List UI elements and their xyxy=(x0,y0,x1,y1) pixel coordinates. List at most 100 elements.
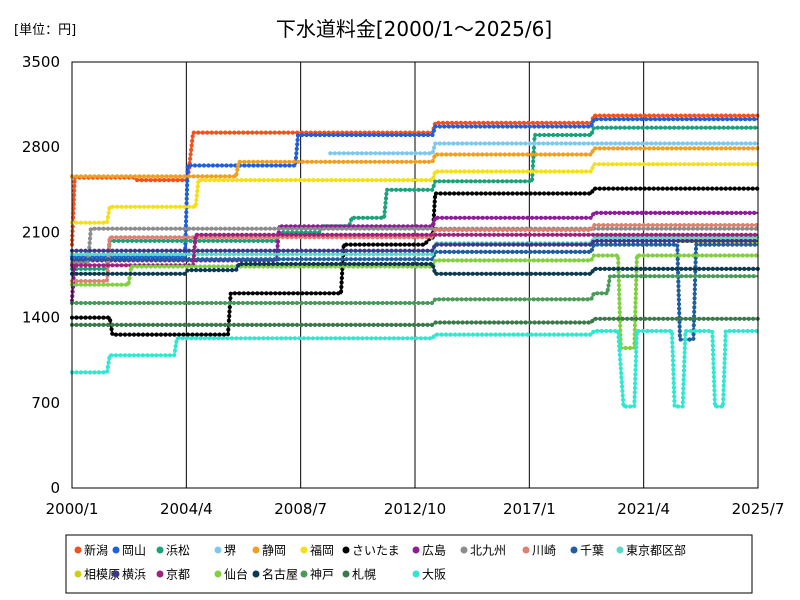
legend-swatch xyxy=(252,546,260,554)
series-大阪 xyxy=(69,328,761,409)
legend-label: 名古屋 xyxy=(262,567,298,582)
legend-swatch xyxy=(412,570,420,578)
y-tick-label: 1400 xyxy=(22,309,60,327)
x-tick-label: 2021/4 xyxy=(617,500,670,518)
legend-label: 東京都区部 xyxy=(626,543,686,558)
legend-label: 静岡 xyxy=(262,544,286,558)
legend-item: 札幌 xyxy=(342,567,376,582)
legend-item: 静岡 xyxy=(252,544,286,558)
legend-swatch xyxy=(74,546,82,554)
legend-label: 広島 xyxy=(422,543,446,558)
series-仙台 xyxy=(69,253,761,351)
series-markers xyxy=(69,186,761,337)
legend-item: 北九州 xyxy=(460,544,506,558)
legend-box xyxy=(65,534,753,594)
legend-swatch xyxy=(74,570,82,578)
chart-title: 下水道料金[2000/1～2025/6] xyxy=(276,17,552,41)
series-岡山 xyxy=(69,117,761,259)
legend-item: 東京都区部 xyxy=(616,543,686,558)
series-markers xyxy=(69,261,761,276)
legend-label: 堺 xyxy=(224,544,236,558)
series-markers xyxy=(69,238,761,253)
series-markers xyxy=(328,141,761,156)
legend-item: 新潟 xyxy=(74,543,108,558)
y-tick-label: 0 xyxy=(50,479,60,497)
series-markers xyxy=(69,242,761,342)
series-札幌 xyxy=(69,316,761,327)
x-tick-label: 2008/7 xyxy=(274,500,327,518)
legend-swatch xyxy=(214,570,222,578)
legend-swatch xyxy=(300,570,308,578)
legend-swatch xyxy=(300,546,308,554)
y-tick-label: 3500 xyxy=(22,53,60,71)
series-markers xyxy=(69,226,761,265)
legend-label: 千葉 xyxy=(580,544,604,558)
legend-swatch xyxy=(616,546,624,554)
series-markers xyxy=(69,253,761,351)
legend-item: 仙台 xyxy=(214,567,248,582)
y-axis-ticks: 0 700 1400 2100 2800 3500 xyxy=(22,53,60,497)
series-静岡 xyxy=(69,146,761,179)
x-tick-label: 2004/4 xyxy=(160,500,213,518)
series-福岡 xyxy=(69,162,761,225)
series-北九州 xyxy=(69,226,761,265)
legend-swatch xyxy=(112,546,120,554)
series-横浜 xyxy=(69,238,761,253)
legend-swatch xyxy=(112,570,120,578)
legend-item: 京都 xyxy=(156,568,190,582)
series-markers xyxy=(69,316,761,327)
series-浜松 xyxy=(69,125,761,271)
legend-swatch xyxy=(342,546,350,554)
series-layer xyxy=(69,113,761,409)
legend-swatch xyxy=(522,546,530,554)
legend-item: 岡山 xyxy=(112,544,146,558)
legend-swatch xyxy=(460,546,468,554)
x-tick-label: 2025/7 xyxy=(732,500,785,518)
legend-label: 新潟 xyxy=(84,543,108,558)
legend-label: 仙台 xyxy=(224,567,248,582)
series-markers xyxy=(69,210,761,303)
legend-swatch xyxy=(570,546,578,554)
series-markers xyxy=(69,117,761,259)
series-markers xyxy=(69,328,761,409)
legend-item: 浜松 xyxy=(156,544,190,558)
legend-label: 神戸 xyxy=(310,568,334,582)
legend-swatch xyxy=(156,570,164,578)
series-広島 xyxy=(69,210,761,303)
x-tick-label: 2017/1 xyxy=(503,500,556,518)
legend-swatch xyxy=(412,546,420,554)
x-tick-label: 2000/1 xyxy=(46,500,99,518)
legend-item: さいたま xyxy=(342,544,400,558)
series-千葉 xyxy=(69,242,761,342)
legend-item: 川崎 xyxy=(522,544,556,558)
series-堺 xyxy=(328,141,761,156)
legend-label: 相模原 xyxy=(84,568,120,582)
legend-label: 岡山 xyxy=(122,544,146,558)
legend-item: 大阪 xyxy=(412,568,446,582)
plot-frame xyxy=(71,61,759,489)
series-markers xyxy=(69,125,761,271)
legend-label: 横浜 xyxy=(122,568,146,582)
series-markers xyxy=(69,162,761,225)
legend-item: 名古屋 xyxy=(252,567,298,582)
legend-swatch xyxy=(342,570,350,578)
series-markers xyxy=(69,274,761,306)
legend-item: 千葉 xyxy=(570,544,604,558)
legend-label: 京都 xyxy=(166,568,190,582)
legend-label: 浜松 xyxy=(166,544,190,558)
legend-item: 堺 xyxy=(214,544,236,558)
legend-label: さいたま xyxy=(352,544,400,558)
series-神戸 xyxy=(69,274,761,306)
series-markers xyxy=(69,146,761,179)
unit-label: [単位：円] xyxy=(14,22,76,38)
legend-swatch xyxy=(214,546,222,554)
y-tick-label: 2800 xyxy=(22,138,60,156)
legend-label: 大阪 xyxy=(422,568,446,582)
legend-item: 広島 xyxy=(412,543,446,558)
legend-label: 札幌 xyxy=(352,567,376,582)
legend-item: 神戸 xyxy=(300,568,334,582)
y-tick-label: 700 xyxy=(31,394,60,412)
legend-label: 福岡 xyxy=(310,543,334,558)
